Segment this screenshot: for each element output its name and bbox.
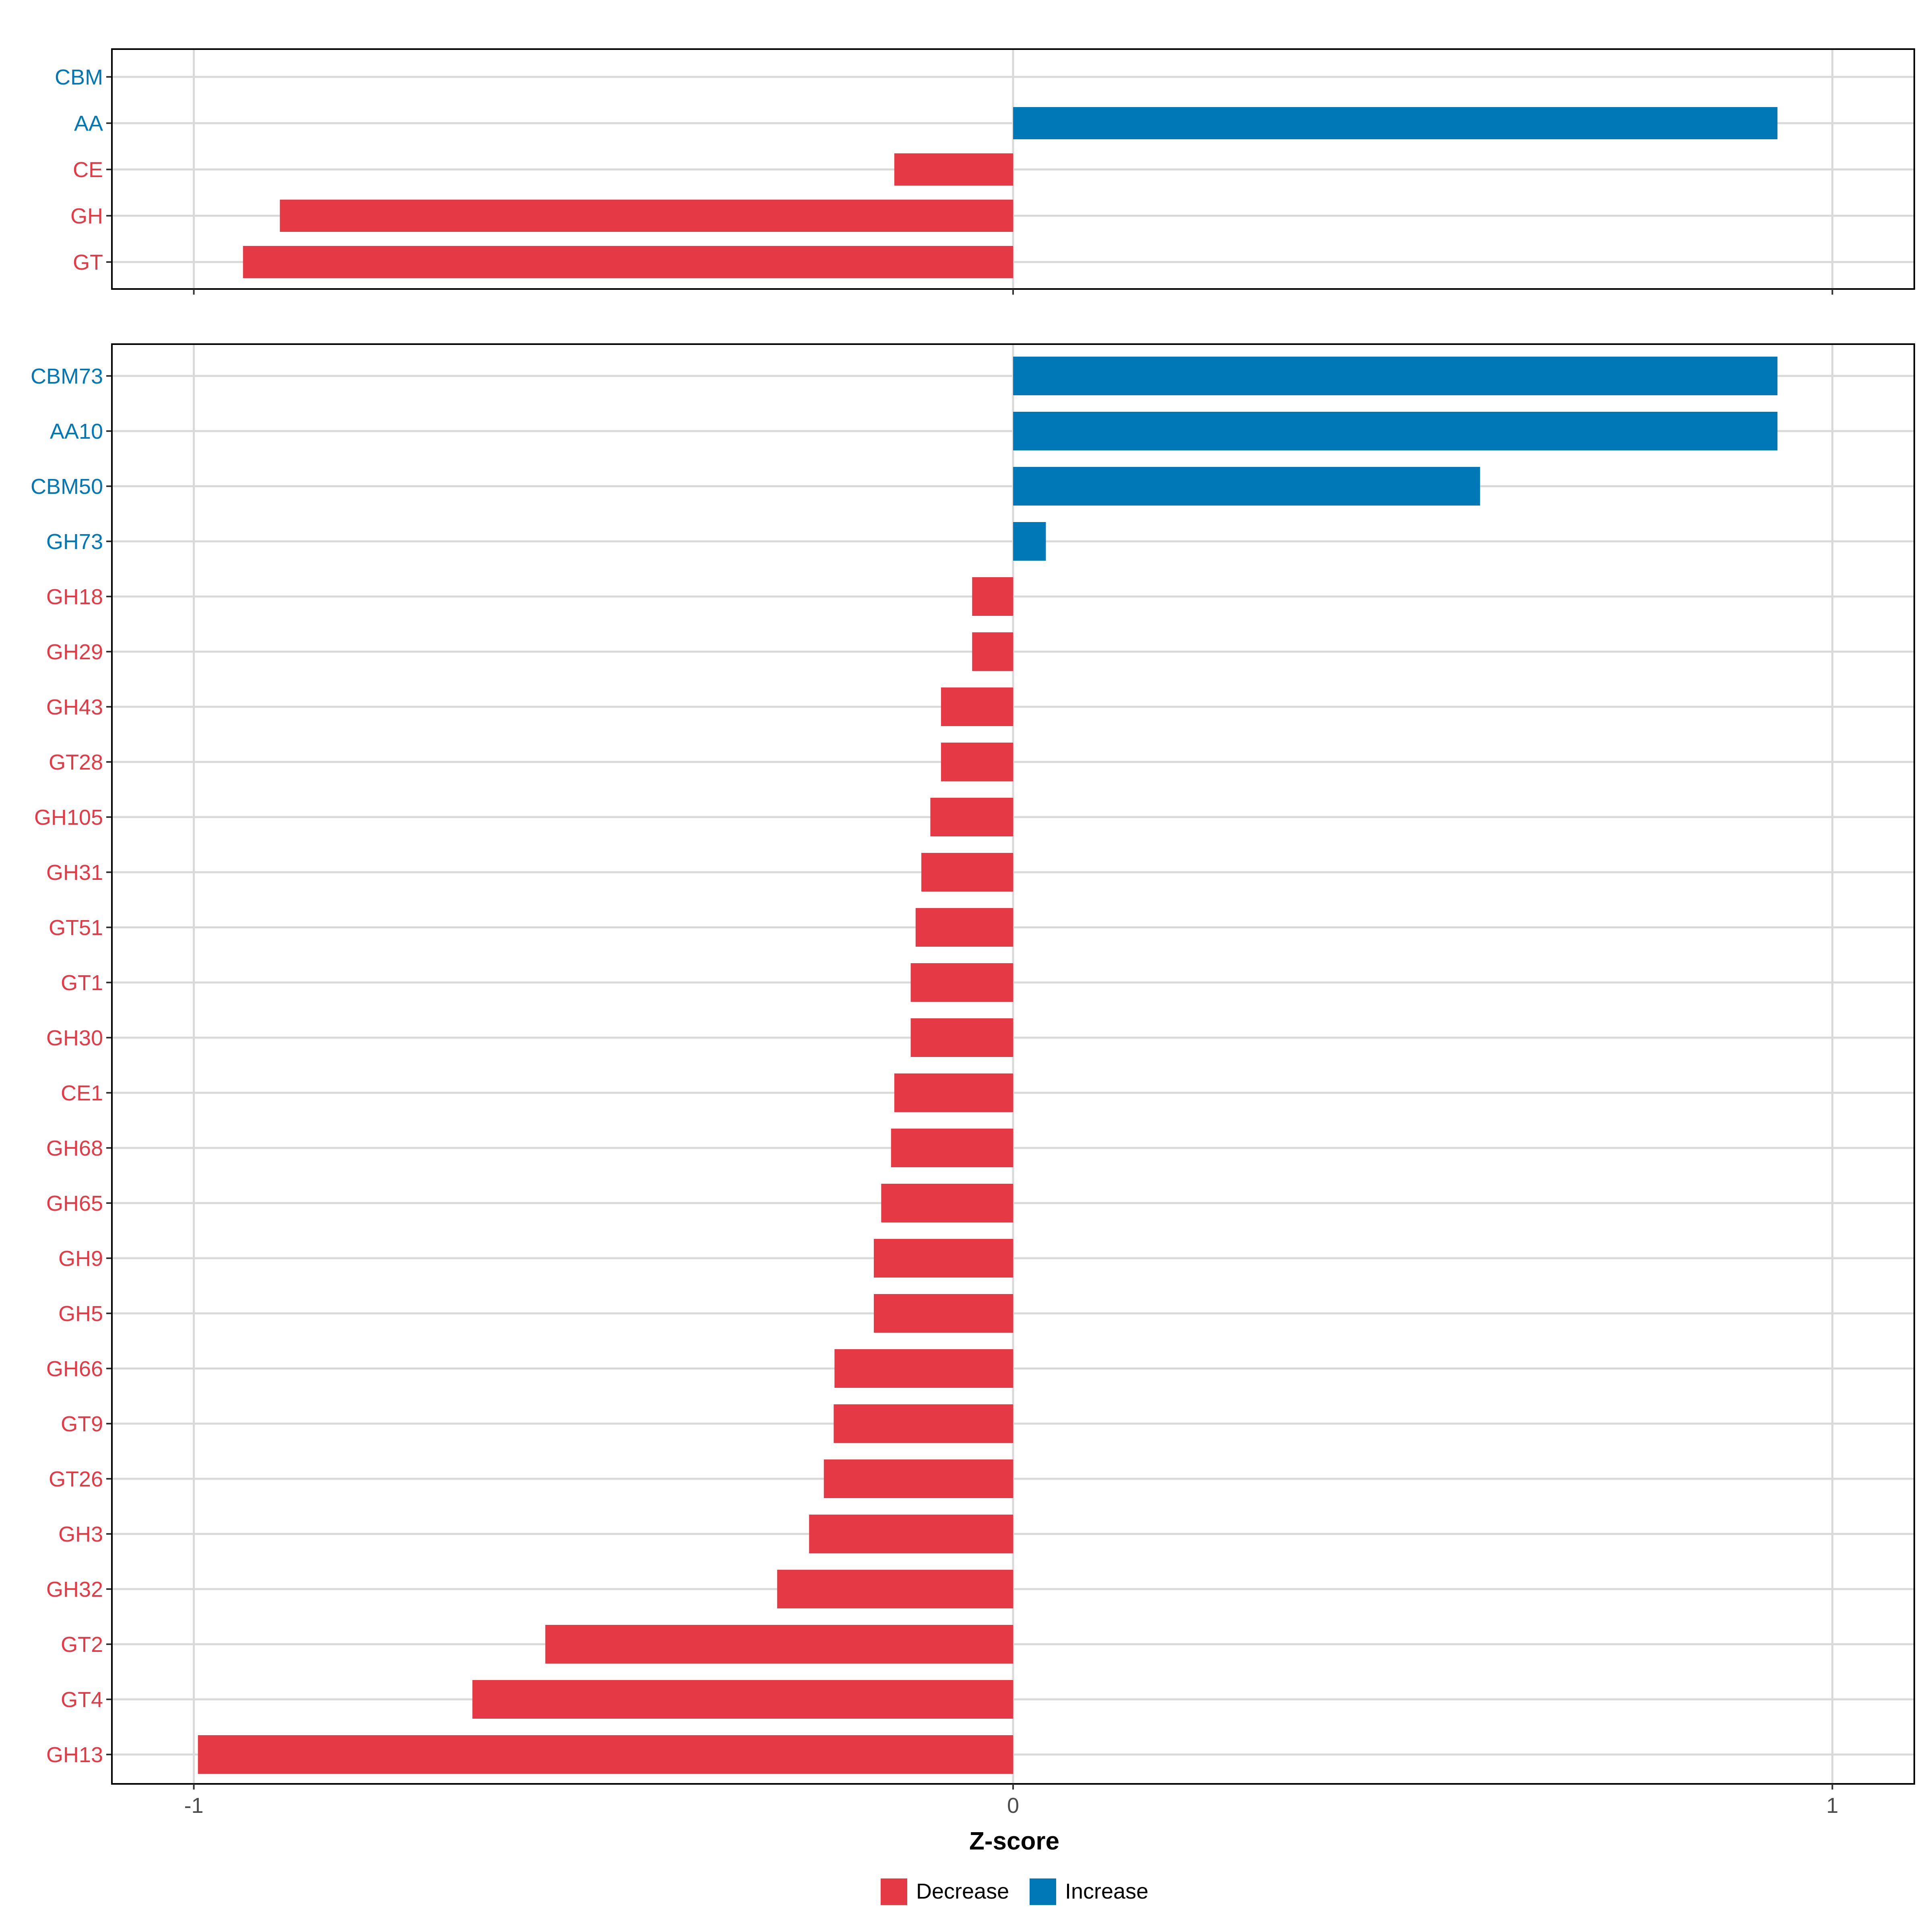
legend-label-increase: Increase xyxy=(1065,1879,1148,1903)
ylabel-ce1: CE1 xyxy=(61,1081,103,1105)
ylabel-gt2: GT2 xyxy=(61,1633,103,1657)
bar-gt9 xyxy=(834,1404,1013,1443)
bar-gh66 xyxy=(834,1349,1013,1388)
bar-ce xyxy=(894,153,1013,186)
bar-gh32 xyxy=(777,1570,1013,1608)
bar-gh65 xyxy=(881,1184,1013,1222)
bar-gh105 xyxy=(930,798,1013,836)
xtick-label-0: -1 xyxy=(184,1794,204,1818)
ylabel-gh9: GH9 xyxy=(58,1247,103,1271)
bar-gh5 xyxy=(873,1294,1013,1333)
bar-gh68 xyxy=(891,1129,1013,1167)
xtick-label-1: 0 xyxy=(1007,1794,1019,1818)
bar-ce1 xyxy=(894,1073,1013,1112)
ylabel-gh32: GH32 xyxy=(46,1577,103,1602)
top-panel: CBM AA CE GH GT xyxy=(55,48,1915,295)
bar-gh3 xyxy=(809,1515,1013,1553)
ylabel-gh13: GH13 xyxy=(46,1743,103,1767)
xtick-label-2: 1 xyxy=(1826,1794,1838,1818)
ylabel-gt4: GT4 xyxy=(61,1688,103,1712)
ylabel-gh5: GH5 xyxy=(58,1302,103,1326)
bar-cbm73 xyxy=(1013,357,1778,395)
ylabel-cbm: CBM xyxy=(55,65,103,89)
bar-gh13 xyxy=(198,1735,1013,1774)
ylabel-gh66: GH66 xyxy=(46,1357,103,1381)
bar-gt26 xyxy=(824,1459,1013,1498)
ylabel-ce: CE xyxy=(73,158,103,182)
ylabel-aa: AA xyxy=(74,111,103,136)
legend: Decrease Increase xyxy=(881,1878,1148,1905)
ylabel-gh73: GH73 xyxy=(46,530,103,554)
bar-cbm50 xyxy=(1013,467,1480,506)
legend-swatch-decrease xyxy=(881,1878,907,1905)
ylabel-gh18: GH18 xyxy=(46,585,103,609)
bar-gh31 xyxy=(921,853,1013,892)
bar-gh73 xyxy=(1013,522,1046,561)
legend-label-decrease: Decrease xyxy=(916,1879,1009,1903)
ylabel-gt26: GT26 xyxy=(49,1467,103,1491)
bar-gt1 xyxy=(910,963,1013,1002)
bar-gt28 xyxy=(941,743,1013,781)
bar-gh29 xyxy=(972,632,1013,671)
bar-aa10 xyxy=(1013,412,1778,450)
ylabel-gt9: GT9 xyxy=(61,1412,103,1436)
bar-gt2 xyxy=(545,1625,1013,1664)
ylabel-gh43: GH43 xyxy=(46,695,103,719)
ylabel-gh65: GH65 xyxy=(46,1191,103,1216)
ylabel-gh29: GH29 xyxy=(46,640,103,664)
bar-gh9 xyxy=(873,1239,1013,1278)
ylabel-aa10: AA10 xyxy=(50,419,103,444)
bar-aa xyxy=(1013,107,1778,139)
bar-gh30 xyxy=(910,1018,1013,1057)
bottom-panel: CBM73 AA10 CBM50 GH73 GH18 GH29 GH43 GT28 GH105 G… xyxy=(31,343,1915,1790)
x-axis: -1 0 1 xyxy=(184,1794,1839,1818)
ylabel-gh3: GH3 xyxy=(58,1522,103,1546)
bar-gt4 xyxy=(472,1680,1013,1719)
ylabel-gh30: GH30 xyxy=(46,1026,103,1050)
x-axis-title: Z-score xyxy=(969,1827,1059,1855)
ylabel-gh68: GH68 xyxy=(46,1136,103,1160)
bar-gt51 xyxy=(915,908,1013,947)
bar-gh43 xyxy=(941,687,1013,726)
ylabel-cbm73: CBM73 xyxy=(31,364,103,388)
bar-gt xyxy=(243,246,1013,278)
ylabel-gh105: GH105 xyxy=(34,805,103,830)
bar-gh18 xyxy=(972,577,1013,616)
ylabel-gt28: GT28 xyxy=(49,750,103,774)
ylabel-gt: GT xyxy=(73,250,103,275)
ylabel-gh: GH xyxy=(70,204,103,228)
ylabel-gt51: GT51 xyxy=(49,916,103,940)
bar-gh xyxy=(280,200,1013,232)
ylabel-gt1: GT1 xyxy=(61,971,103,995)
ylabel-gh31: GH31 xyxy=(46,861,103,885)
ylabel-cbm50: CBM50 xyxy=(31,475,103,499)
legend-swatch-increase xyxy=(1030,1878,1056,1905)
